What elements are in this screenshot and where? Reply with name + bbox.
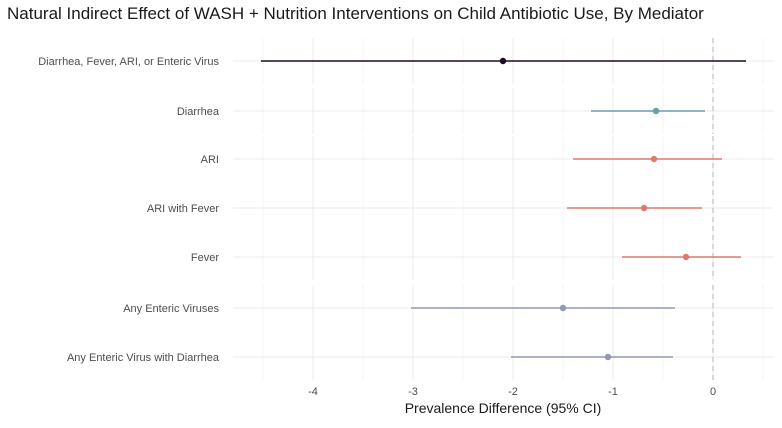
x-tick-label: -3 bbox=[408, 386, 418, 398]
row-label: ARI with Fever bbox=[147, 203, 219, 215]
point-estimate bbox=[640, 204, 648, 212]
row-label: Diarrhea bbox=[177, 106, 220, 118]
row-label: Diarrhea, Fever, ARI, or Enteric Virus bbox=[38, 56, 219, 68]
x-tick-label: -2 bbox=[508, 386, 518, 398]
point-estimate bbox=[499, 57, 507, 65]
x-axis-title: Prevalence Difference (95% CI) bbox=[405, 400, 602, 416]
label-layer: Diarrhea, Fever, ARI, or Enteric Virus Di… bbox=[38, 56, 716, 398]
row-label: Fever bbox=[191, 252, 219, 264]
point-estimate bbox=[650, 155, 658, 163]
data-layer bbox=[261, 57, 746, 361]
row-label: Any Enteric Virus with Diarrhea bbox=[67, 352, 220, 364]
x-tick-label: 0 bbox=[710, 386, 716, 398]
grid-layer bbox=[233, 38, 773, 380]
point-estimate bbox=[682, 253, 690, 261]
chart-title: Natural Indirect Effect of WASH + Nutrit… bbox=[7, 4, 704, 23]
x-tick-label: -1 bbox=[608, 386, 618, 398]
point-estimate bbox=[652, 107, 660, 115]
x-tick-label: -4 bbox=[308, 386, 318, 398]
row-label: ARI bbox=[201, 154, 219, 166]
row-label: Any Enteric Viruses bbox=[123, 303, 219, 315]
point-estimate bbox=[559, 304, 567, 312]
point-estimate bbox=[604, 353, 612, 361]
